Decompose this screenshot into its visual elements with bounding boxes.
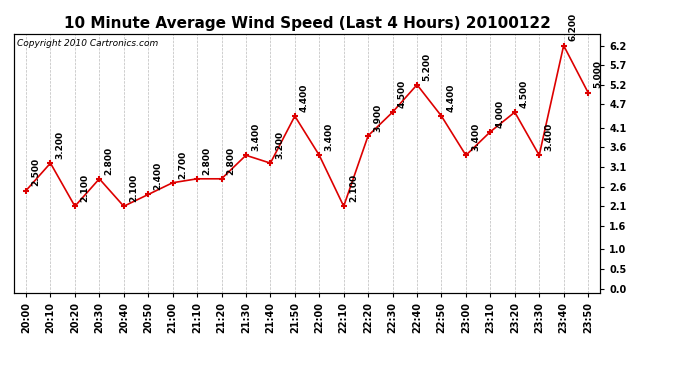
Text: 3.900: 3.900: [373, 103, 382, 132]
Text: 6.200: 6.200: [569, 13, 578, 41]
Text: 5.200: 5.200: [422, 53, 431, 81]
Text: 3.400: 3.400: [324, 123, 333, 151]
Text: 2.400: 2.400: [153, 162, 162, 190]
Text: 4.500: 4.500: [520, 80, 529, 108]
Text: 2.700: 2.700: [178, 150, 187, 178]
Text: 2.100: 2.100: [80, 174, 89, 202]
Text: Copyright 2010 Cartronics.com: Copyright 2010 Cartronics.com: [17, 39, 158, 48]
Text: 3.200: 3.200: [56, 131, 65, 159]
Title: 10 Minute Average Wind Speed (Last 4 Hours) 20100122: 10 Minute Average Wind Speed (Last 4 Hou…: [63, 16, 551, 31]
Text: 4.000: 4.000: [495, 99, 504, 128]
Text: 2.100: 2.100: [349, 174, 358, 202]
Text: 4.400: 4.400: [300, 84, 309, 112]
Text: 2.800: 2.800: [105, 147, 114, 175]
Text: 4.400: 4.400: [446, 84, 455, 112]
Text: 4.500: 4.500: [398, 80, 407, 108]
Text: 3.200: 3.200: [275, 131, 284, 159]
Text: 2.800: 2.800: [202, 147, 211, 175]
Text: 3.400: 3.400: [544, 123, 553, 151]
Text: 2.100: 2.100: [129, 174, 138, 202]
Text: 3.400: 3.400: [471, 123, 480, 151]
Text: 5.000: 5.000: [593, 60, 602, 88]
Text: 2.500: 2.500: [31, 158, 40, 186]
Text: 2.800: 2.800: [227, 147, 236, 175]
Text: 3.400: 3.400: [251, 123, 260, 151]
